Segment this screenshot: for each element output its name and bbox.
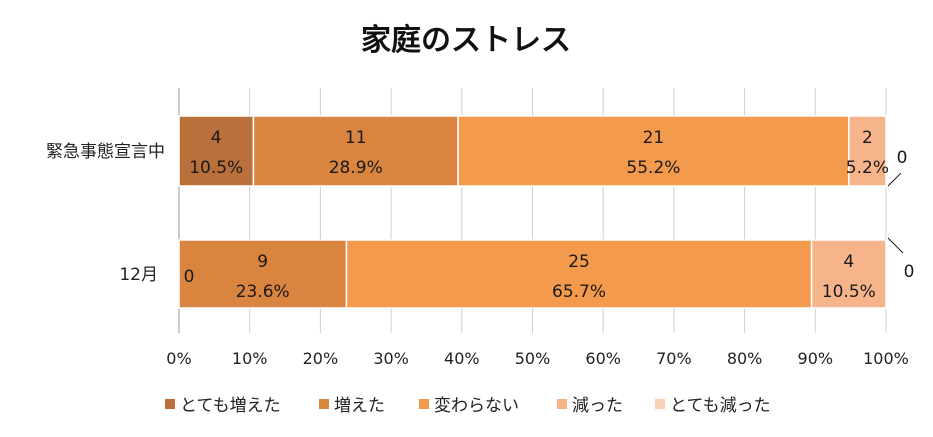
- data-label-count: 4: [843, 252, 854, 272]
- data-label-count: 2: [862, 128, 873, 148]
- data-label-percent: 65.7%: [552, 282, 606, 302]
- bar-segment: [178, 115, 255, 187]
- bar-segment: [345, 239, 813, 309]
- bar-segment: [848, 115, 887, 187]
- data-label-percent: 10.5%: [822, 282, 876, 302]
- data-label-count: 11: [345, 128, 367, 148]
- x-tick-labels: 0% 10% 20% 30% 40% 50% 60% 70% 80% 90% 100%: [166, 349, 909, 368]
- legend-swatch: [655, 399, 665, 409]
- data-labels: 4 10.5% 11 28.9% 21 55.2% 2 5.2% 0 0 9 23.6% 25 65.7%…: [184, 128, 915, 302]
- bars: [178, 115, 887, 309]
- legend-swatch: [557, 399, 567, 409]
- chart-title: 家庭のストレス: [361, 23, 571, 58]
- data-label-count: 0: [184, 267, 195, 287]
- x-tick-label: 0%: [166, 349, 191, 368]
- leader-line: [887, 237, 904, 254]
- legend-label: 減った: [572, 396, 623, 416]
- legend-swatch: [165, 399, 175, 409]
- x-tick-label: 50%: [515, 349, 551, 368]
- bar-segment: [252, 115, 459, 187]
- data-label-count: 25: [568, 252, 590, 272]
- category-labels: 緊急事態宣言中 12月: [46, 142, 165, 285]
- bar-segment: [457, 115, 850, 187]
- category-label: 緊急事態宣言中: [46, 142, 165, 162]
- leader-line: [887, 172, 902, 187]
- data-label-count: 0: [904, 262, 915, 282]
- legend-label: とても減った: [670, 396, 771, 416]
- x-tick-label: 100%: [863, 349, 909, 368]
- data-label-percent: 23.6%: [236, 282, 290, 302]
- x-tick-label: 10%: [232, 349, 268, 368]
- x-tick-label: 40%: [444, 349, 480, 368]
- legend: とても増えた 増えた 変わらない 減った とても減った: [165, 396, 771, 416]
- data-label-percent: 55.2%: [626, 158, 680, 178]
- legend-swatch: [419, 399, 429, 409]
- x-tick-label: 70%: [656, 349, 692, 368]
- data-label-percent: 5.2%: [846, 158, 889, 178]
- legend-label: 増えた: [334, 396, 385, 416]
- x-tick-label: 90%: [798, 349, 834, 368]
- bar-segment: [178, 239, 348, 309]
- legend-label: 変わらない: [434, 396, 519, 416]
- x-tick-label: 30%: [373, 349, 409, 368]
- legend-swatch: [319, 399, 329, 409]
- data-label-count: 0: [897, 148, 908, 168]
- x-tick-label: 80%: [727, 349, 763, 368]
- category-label: 12月: [119, 265, 158, 285]
- data-label-count: 9: [257, 252, 268, 272]
- legend-label: とても増えた: [180, 396, 281, 416]
- data-label-percent: 28.9%: [329, 158, 383, 178]
- data-label-percent: 10.5%: [189, 158, 243, 178]
- bar-segment: [810, 239, 887, 309]
- x-tick-label: 20%: [303, 349, 339, 368]
- data-label-count: 21: [643, 128, 665, 148]
- data-label-count: 4: [211, 128, 222, 148]
- x-tick-label: 60%: [585, 349, 621, 368]
